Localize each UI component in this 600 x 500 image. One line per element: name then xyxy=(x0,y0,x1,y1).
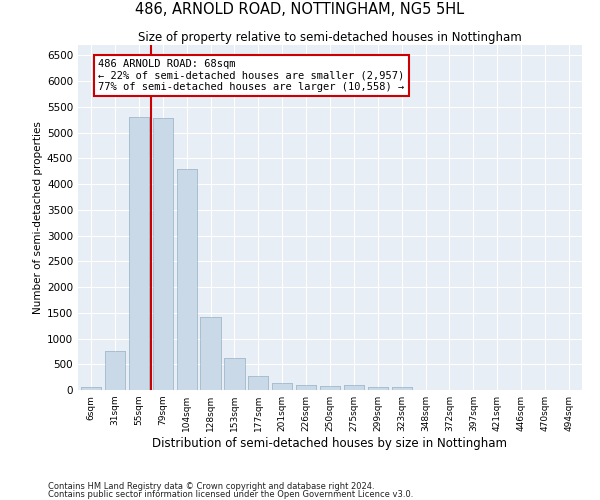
Y-axis label: Number of semi-detached properties: Number of semi-detached properties xyxy=(33,121,43,314)
Bar xyxy=(392,388,412,390)
Bar xyxy=(105,352,125,390)
Bar xyxy=(200,317,221,390)
Bar xyxy=(200,317,221,390)
Bar xyxy=(152,118,173,390)
Bar xyxy=(320,386,340,390)
Bar xyxy=(392,388,412,390)
Bar xyxy=(176,168,197,390)
Bar xyxy=(296,385,316,390)
Bar xyxy=(320,386,340,390)
Text: Contains public sector information licensed under the Open Government Licence v3: Contains public sector information licen… xyxy=(48,490,413,499)
Bar xyxy=(224,358,245,390)
Bar xyxy=(152,118,173,390)
Title: Size of property relative to semi-detached houses in Nottingham: Size of property relative to semi-detach… xyxy=(138,31,522,44)
Bar xyxy=(248,376,268,390)
X-axis label: Distribution of semi-detached houses by size in Nottingham: Distribution of semi-detached houses by … xyxy=(152,437,508,450)
Bar xyxy=(81,388,101,390)
Text: 486, ARNOLD ROAD, NOTTINGHAM, NG5 5HL: 486, ARNOLD ROAD, NOTTINGHAM, NG5 5HL xyxy=(136,2,464,18)
Bar xyxy=(81,388,101,390)
Text: 486 ARNOLD ROAD: 68sqm
← 22% of semi-detached houses are smaller (2,957)
77% of : 486 ARNOLD ROAD: 68sqm ← 22% of semi-det… xyxy=(98,59,404,92)
Bar xyxy=(272,382,292,390)
Bar xyxy=(129,117,149,390)
Bar xyxy=(368,387,388,390)
Bar xyxy=(224,358,245,390)
Bar xyxy=(248,376,268,390)
Bar xyxy=(368,387,388,390)
Bar xyxy=(176,168,197,390)
Bar xyxy=(344,385,364,390)
Bar xyxy=(272,382,292,390)
Bar xyxy=(105,352,125,390)
Bar xyxy=(344,385,364,390)
Text: Contains HM Land Registry data © Crown copyright and database right 2024.: Contains HM Land Registry data © Crown c… xyxy=(48,482,374,491)
Bar xyxy=(296,385,316,390)
Bar xyxy=(129,117,149,390)
